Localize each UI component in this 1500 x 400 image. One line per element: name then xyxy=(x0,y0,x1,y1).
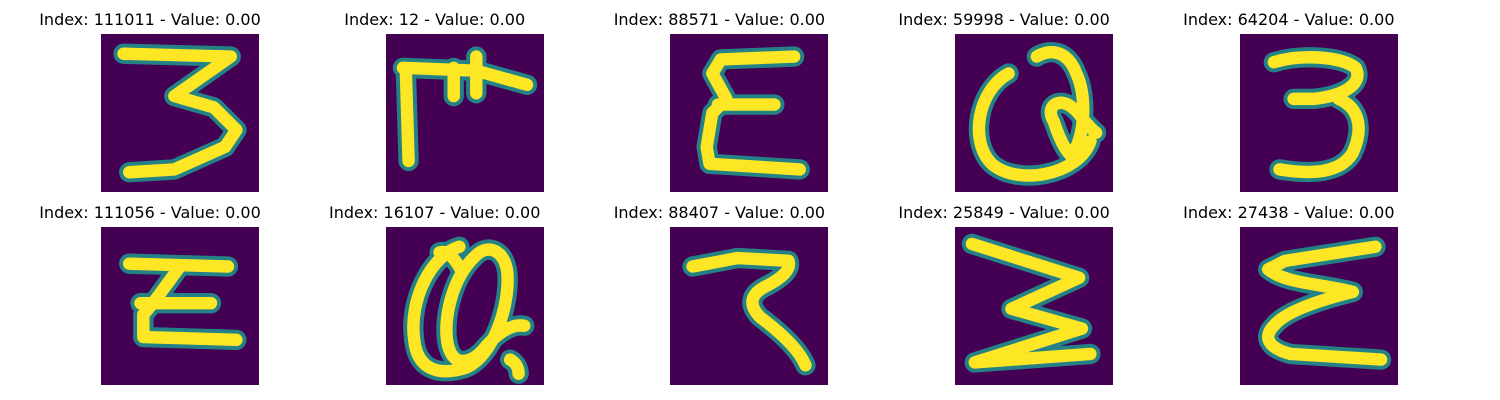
glyph-stroke xyxy=(123,257,243,347)
sample-panel: Index: 111056 - Value: 0.00 xyxy=(0,193,300,385)
glyph-stroke xyxy=(1267,51,1365,179)
panel-title: Index: 88407 - Value: 0.00 xyxy=(613,203,826,222)
panel-title: Index: 64204 - Value: 0.00 xyxy=(1183,10,1395,29)
glyph-stroke xyxy=(686,251,813,372)
at-sign-glyph-icon xyxy=(385,227,544,385)
sample-panel: Index: 25849 - Value: 0.00 xyxy=(854,193,1154,385)
sample-panel: Index: 88571 - Value: 0.00 xyxy=(569,0,869,192)
glyph-stroke xyxy=(700,50,807,176)
panel-title: Index: 16107 - Value: 0.00 xyxy=(328,203,541,222)
sample-panel: Index: 16107 - Value: 0.00 xyxy=(285,193,585,385)
panel-title: Index: 111011 - Value: 0.00 xyxy=(39,10,261,29)
panel-title: Index: 88571 - Value: 0.00 xyxy=(613,10,826,29)
panel-title: Index: 27438 - Value: 0.00 xyxy=(1183,203,1395,222)
sample-panel: Index: 59998 - Value: 0.00 xyxy=(854,0,1154,192)
sample-panel: Index: 111011 - Value: 0.00 xyxy=(0,0,300,192)
glyph-stroke xyxy=(406,240,531,380)
at-sign-glyph-icon xyxy=(955,34,1114,192)
panel-title: Index: 12 - Value: 0.00 xyxy=(344,10,526,29)
panel-title: Index: 111056 - Value: 0.00 xyxy=(39,203,261,222)
hook-glyph-icon xyxy=(670,227,829,385)
cross-glyph-icon xyxy=(385,34,544,192)
sample-panel: Index: 12 - Value: 0.00 xyxy=(285,0,585,192)
digit-3-flat-top-icon xyxy=(101,34,259,192)
panel-title: Index: 25849 - Value: 0.00 xyxy=(898,203,1110,222)
panel-title: Index: 59998 - Value: 0.00 xyxy=(898,10,1110,29)
sample-panel: Index: 88407 - Value: 0.00 xyxy=(569,193,869,385)
glyph-stroke xyxy=(965,237,1097,369)
z-bar-glyph-icon xyxy=(101,227,259,385)
digit-3-zigzag-icon xyxy=(955,227,1114,385)
digit-3-glyph-icon xyxy=(1239,34,1398,192)
glyph-stroke xyxy=(1261,240,1388,366)
glyph-stroke xyxy=(117,47,243,179)
epsilon-glyph-icon xyxy=(1239,227,1398,385)
epsilon-glyph-icon xyxy=(670,34,829,192)
glyph-stroke xyxy=(396,50,533,168)
glyph-stroke xyxy=(972,46,1103,182)
sample-panel: Index: 27438 - Value: 0.00 xyxy=(1139,193,1439,385)
sample-panel: Index: 64204 - Value: 0.00 xyxy=(1139,0,1439,192)
